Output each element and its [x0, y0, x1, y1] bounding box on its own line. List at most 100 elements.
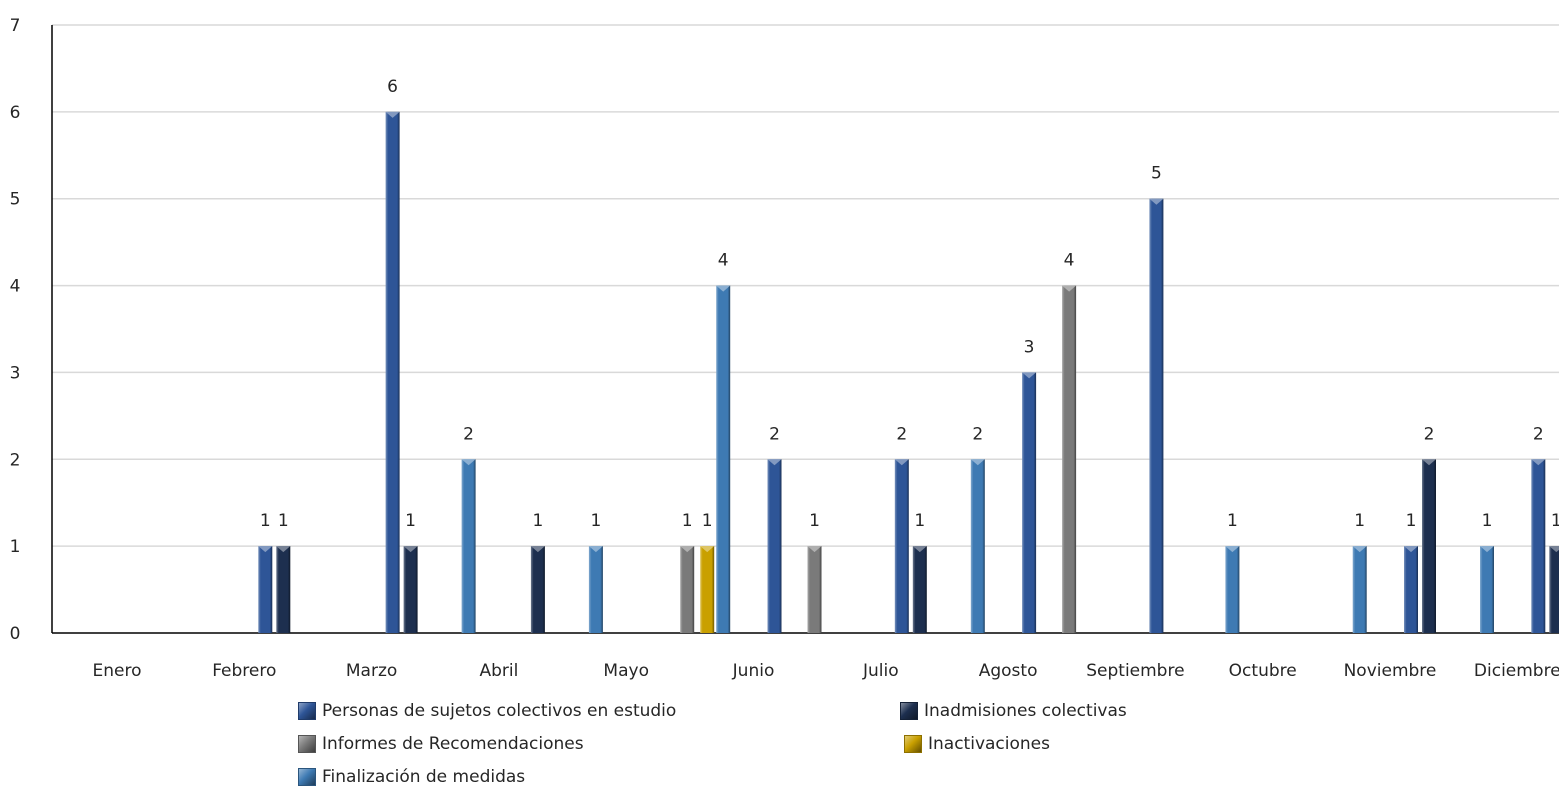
x-tick-label: Octubre	[1229, 661, 1297, 681]
y-tick-label: 0	[10, 624, 21, 644]
legend-item: Personas de sujetos colectivos en estudi…	[298, 701, 676, 721]
bar	[1022, 372, 1037, 633]
legend-label: Personas de sujetos colectivos en estudi…	[322, 701, 677, 721]
legend-label: Inadmisiones colectivas	[924, 701, 1127, 721]
data-label: 1	[260, 511, 271, 531]
bar	[403, 546, 418, 633]
data-label: 1	[1354, 511, 1365, 531]
bar	[385, 111, 400, 634]
bar	[258, 546, 273, 633]
data-label: 6	[387, 77, 398, 97]
bar-bevel	[1422, 459, 1436, 466]
bar	[700, 546, 715, 633]
bar	[1149, 198, 1164, 633]
data-label: 1	[1227, 511, 1238, 531]
bar	[1404, 546, 1418, 633]
x-tick-label: Agosto	[979, 661, 1038, 681]
x-tick-label: Noviembre	[1344, 661, 1437, 681]
legend-item: Inadmisiones colectivas	[900, 701, 1127, 721]
bar	[767, 459, 782, 633]
bar-bevel	[403, 546, 418, 553]
bar	[807, 546, 822, 633]
y-tick-label: 3	[10, 363, 21, 383]
bar-bevel	[1225, 546, 1240, 553]
y-tick-label: 1	[10, 537, 21, 557]
x-tick-label: Septiembre	[1086, 661, 1184, 681]
bar	[1352, 546, 1367, 633]
legend-item: Finalización de medidas	[298, 767, 525, 787]
bar-bevel	[680, 546, 695, 553]
data-label: 1	[405, 511, 416, 531]
x-tick-label: Enero	[93, 661, 142, 681]
bar	[588, 546, 603, 633]
legend-label: Finalización de medidas	[322, 767, 526, 787]
legend-label: Informes de Recomendaciones	[322, 734, 584, 754]
bar	[894, 459, 909, 633]
data-label: 1	[682, 511, 693, 531]
x-tick-label: Febrero	[212, 661, 276, 681]
bar	[716, 285, 731, 633]
legend-swatch	[904, 735, 922, 753]
bar-bevel	[1149, 198, 1164, 205]
data-label: 1	[809, 511, 820, 531]
legend-swatch	[298, 735, 316, 753]
x-tick-label: Junio	[732, 661, 775, 681]
data-label: 1	[914, 511, 925, 531]
legend-swatch	[298, 702, 316, 720]
y-tick-label: 7	[10, 16, 21, 36]
y-tick-label: 6	[10, 103, 21, 123]
legend-item: Informes de Recomendaciones	[298, 734, 584, 754]
data-label: 2	[1424, 424, 1435, 444]
data-label: 2	[769, 424, 780, 444]
data-label: 1	[702, 511, 713, 531]
bar-bevel	[385, 111, 400, 118]
data-label: 4	[718, 251, 729, 271]
bar	[1062, 285, 1077, 633]
data-label: 2	[1533, 424, 1544, 444]
bar-bevel	[588, 546, 603, 553]
bar-bevel	[807, 546, 822, 553]
legend: Personas de sujetos colectivos en estudi…	[298, 701, 1198, 801]
x-tick-label: Abril	[479, 661, 518, 681]
bar	[276, 546, 291, 633]
bar	[912, 546, 927, 633]
bar-bevel	[461, 459, 476, 466]
data-label: 4	[1064, 251, 1075, 271]
x-tick-label: Diciembre	[1474, 661, 1559, 681]
bar	[680, 546, 695, 633]
data-label: 1	[1406, 511, 1417, 531]
bar-bevel	[1531, 459, 1546, 466]
bar-bevel	[530, 546, 545, 553]
data-label: 5	[1151, 164, 1162, 184]
legend-swatch	[298, 768, 316, 786]
y-tick-label: 2	[10, 450, 21, 470]
y-tick-label: 4	[10, 277, 21, 297]
bar-bevel	[1062, 285, 1077, 292]
bar-bevel	[1352, 546, 1367, 553]
bar	[1225, 546, 1240, 633]
data-label: 2	[896, 424, 907, 444]
data-label: 1	[532, 511, 543, 531]
legend-label: Inactivaciones	[928, 734, 1050, 754]
bar	[1422, 459, 1436, 633]
bar-bevel	[894, 459, 909, 466]
x-tick-label: Marzo	[346, 661, 397, 681]
data-label: 3	[1024, 337, 1035, 357]
y-tick-label: 5	[10, 190, 21, 210]
bar	[530, 546, 545, 633]
bar-bevel	[767, 459, 782, 466]
bar-bevel	[716, 285, 731, 292]
x-tick-label: Mayo	[603, 661, 649, 681]
bar-bevel	[1549, 546, 1559, 553]
bar	[1549, 546, 1559, 633]
data-label: 1	[1551, 511, 1559, 531]
bar-bevel	[1022, 372, 1037, 379]
x-tick-label: Julio	[862, 661, 899, 681]
bar-bevel	[1404, 546, 1418, 553]
legend-item: Inactivaciones	[904, 734, 1050, 754]
legend-swatch	[900, 702, 918, 720]
bar-bevel	[700, 546, 715, 553]
bar	[1480, 546, 1494, 633]
